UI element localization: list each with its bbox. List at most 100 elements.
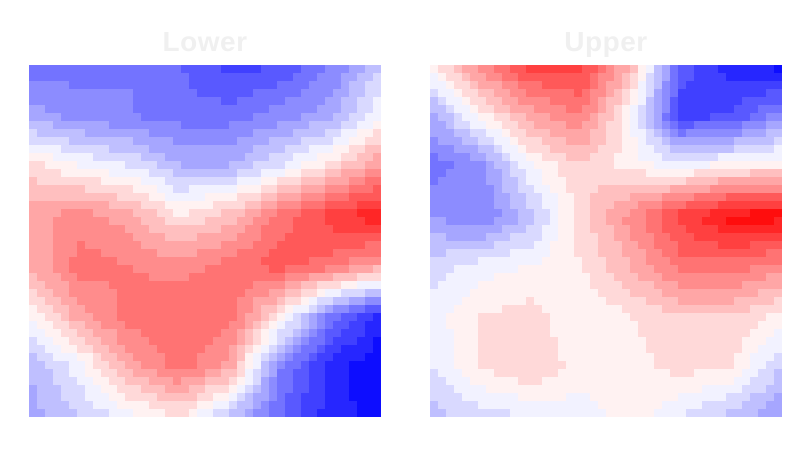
heatmap-cell: [526, 385, 535, 394]
heatmap-cell: [430, 281, 439, 290]
heatmap-cell: [149, 121, 158, 130]
heatmap-cell: [638, 121, 647, 130]
heatmap-cell: [502, 129, 511, 138]
heatmap-cell: [438, 209, 447, 218]
heatmap-cell: [349, 289, 358, 298]
heatmap-cell: [189, 129, 198, 138]
heatmap-cell: [253, 65, 262, 74]
heatmap-cell: [237, 113, 246, 122]
heatmap-cell: [309, 241, 318, 250]
heatmap-cell: [125, 153, 134, 162]
heatmap-cell: [373, 289, 381, 298]
heatmap-cell: [69, 193, 78, 202]
heatmap-cell: [133, 209, 142, 218]
heatmap-cell: [317, 281, 326, 290]
heatmap-cell: [85, 409, 94, 417]
heatmap-cell: [638, 361, 647, 370]
heatmap-cell: [454, 97, 463, 106]
heatmap-cell: [446, 265, 455, 274]
heatmap-cell: [582, 169, 591, 178]
heatmap-cell: [614, 345, 623, 354]
heatmap-cell: [45, 401, 54, 410]
heatmap-cell: [678, 313, 687, 322]
heatmap-cell: [181, 129, 190, 138]
heatmap-cell: [301, 145, 310, 154]
heatmap-cell: [486, 281, 495, 290]
heatmap-cell: [293, 369, 302, 378]
heatmap-cell: [606, 257, 615, 266]
heatmap-cell: [446, 329, 455, 338]
heatmap-cell: [173, 281, 182, 290]
heatmap-cell: [550, 265, 559, 274]
heatmap-cell: [29, 401, 38, 410]
heatmap-cell: [766, 217, 775, 226]
heatmap-cell: [189, 393, 198, 402]
heatmap-cell: [261, 353, 270, 362]
heatmap-cell: [670, 393, 679, 402]
heatmap-cell: [189, 145, 198, 154]
heatmap-cell: [325, 377, 334, 386]
heatmap-cell: [373, 73, 381, 82]
heatmap-cell: [550, 161, 559, 170]
heatmap-cell: [598, 137, 607, 146]
heatmap-cell: [349, 297, 358, 306]
heatmap-cell: [758, 209, 767, 218]
heatmap-cell: [726, 297, 735, 306]
heatmap-cell: [317, 145, 326, 154]
heatmap-cell: [710, 161, 719, 170]
heatmap-cell: [534, 233, 543, 242]
heatmap-cell: [718, 409, 727, 417]
heatmap-cell: [438, 193, 447, 202]
heatmap-cell: [181, 241, 190, 250]
heatmap-cell: [742, 145, 751, 154]
heatmap-cell: [277, 65, 286, 74]
heatmap-cell: [269, 241, 278, 250]
heatmap-cell: [494, 105, 503, 114]
heatmap-cell: [181, 185, 190, 194]
heatmap-cell: [614, 145, 623, 154]
heatmap-cell: [606, 193, 615, 202]
heatmap-cell: [630, 345, 639, 354]
heatmap-cell: [630, 265, 639, 274]
heatmap-cell: [93, 281, 102, 290]
heatmap-cell: [702, 257, 711, 266]
heatmap-cell: [598, 209, 607, 218]
heatmap-cell: [526, 137, 535, 146]
heatmap-cell: [189, 233, 198, 242]
heatmap-cell: [309, 249, 318, 258]
heatmap-cell: [462, 161, 471, 170]
heatmap-cell: [213, 241, 222, 250]
heatmap-cell: [37, 97, 46, 106]
heatmap-cell: [365, 377, 374, 386]
heatmap-cell: [269, 329, 278, 338]
heatmap-cell: [189, 241, 198, 250]
heatmap-cell: [277, 177, 286, 186]
heatmap-cell: [558, 129, 567, 138]
heatmap-cell: [149, 145, 158, 154]
heatmap-cell: [710, 297, 719, 306]
heatmap-cell: [526, 225, 535, 234]
heatmap-cell: [117, 289, 126, 298]
heatmap-cell: [774, 73, 782, 82]
heatmap-cell: [454, 209, 463, 218]
heatmap-cell: [85, 121, 94, 130]
heatmap-cell: [742, 409, 751, 417]
heatmap-cell: [710, 273, 719, 282]
heatmap-cell: [710, 321, 719, 330]
heatmap-cell: [590, 97, 599, 106]
heatmap-cell: [317, 129, 326, 138]
heatmap-cell: [510, 377, 519, 386]
heatmap-cell: [245, 345, 254, 354]
heatmap-cell: [93, 265, 102, 274]
heatmap-cell: [710, 241, 719, 250]
heatmap-cell: [454, 177, 463, 186]
heatmap-cell: [37, 169, 46, 178]
heatmap-cell: [221, 305, 230, 314]
heatmap-cell: [261, 121, 270, 130]
heatmap-cell: [646, 273, 655, 282]
heatmap-cell: [694, 177, 703, 186]
heatmap-cell: [742, 225, 751, 234]
heatmap-cell: [534, 313, 543, 322]
heatmap-cell: [373, 129, 381, 138]
heatmap-cell: [213, 409, 222, 417]
